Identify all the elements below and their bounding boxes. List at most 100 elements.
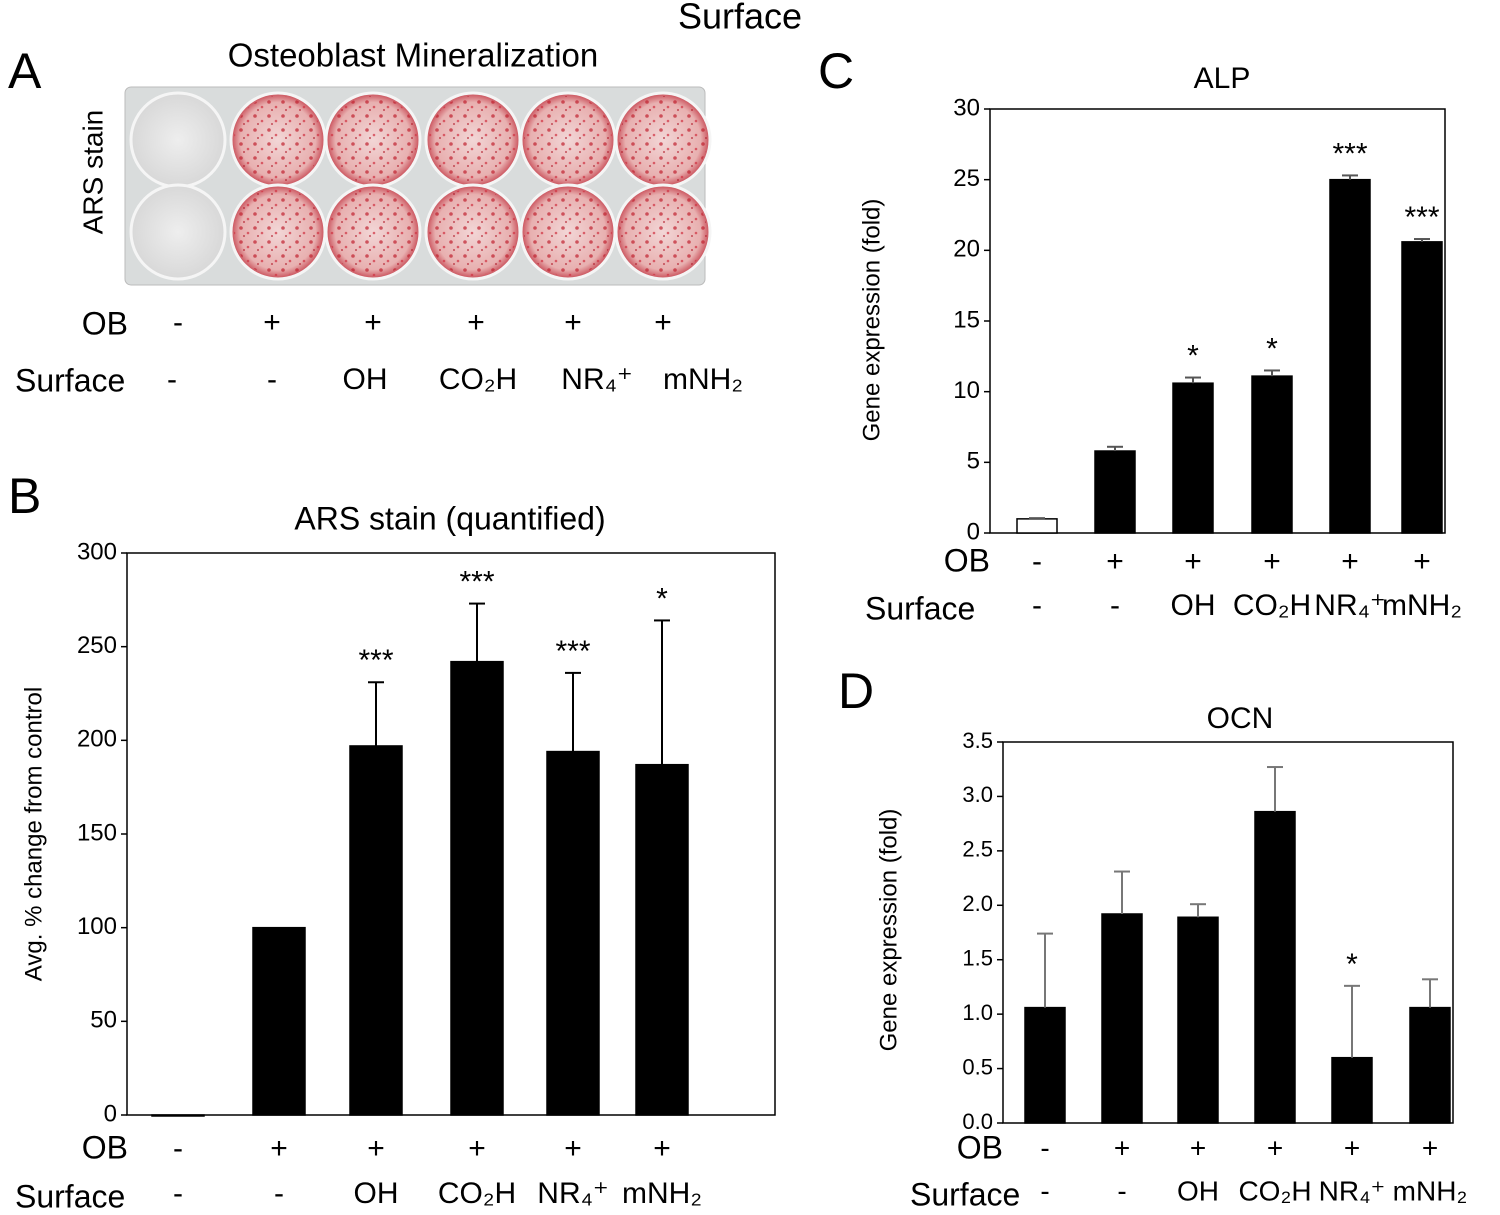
ob-label: + [1413, 545, 1431, 578]
significance: *** [555, 635, 590, 668]
surface-label: mNH₂ [1393, 1175, 1468, 1206]
well-stain [429, 188, 517, 276]
error-bar [1029, 517, 1045, 520]
bar [1254, 810, 1296, 1124]
surface-label: CO₂H [438, 1177, 516, 1210]
well-stain [234, 96, 322, 184]
y-tick-label: 50 [90, 1007, 117, 1034]
surface-label: mNH₂ [663, 363, 743, 396]
surface-label: - [267, 363, 277, 396]
surface-label: mNH₂ [1382, 589, 1462, 622]
error-bar [1190, 903, 1206, 918]
bar [1331, 1056, 1373, 1124]
bar [349, 745, 403, 1116]
y-tick-label: 25 [953, 165, 980, 192]
significance: *** [358, 644, 393, 677]
surface-label: CO₂H [1238, 1175, 1311, 1206]
row-label: Surface [865, 590, 975, 626]
ob-label: + [263, 306, 281, 339]
plot-frame [989, 108, 1446, 534]
error-bar [1267, 766, 1283, 812]
ob-label: + [468, 1132, 486, 1165]
surface-label: OH [354, 1177, 399, 1210]
y-tick-label: 5 [967, 448, 980, 475]
error-bar [1037, 932, 1053, 1008]
y-tick-label: 100 [77, 913, 117, 940]
surface-label: - [274, 1177, 284, 1210]
surface-label: OH [1177, 1175, 1219, 1206]
surface-label: NR₄⁺ [561, 363, 632, 396]
surface-label: - [173, 1177, 183, 1210]
row-label: OB [944, 542, 990, 578]
y-tick-label: 1.5 [962, 946, 993, 971]
y-label: ARS stain [77, 110, 108, 235]
significance: * [1346, 948, 1358, 981]
plot-frame [1002, 741, 1454, 1124]
chart-title: ARS stain (quantified) [294, 500, 605, 536]
bar [1101, 913, 1143, 1124]
error-bar [368, 681, 384, 746]
error-bar [1264, 369, 1280, 377]
ob-label: + [1422, 1132, 1438, 1163]
y-tick-label: 2.5 [962, 837, 993, 862]
error-bar [1342, 174, 1358, 180]
panel-title: Osteoblast Mineralization [228, 37, 599, 74]
y-tick-label: 20 [953, 236, 980, 263]
significance: *** [1332, 137, 1367, 170]
row-label: Surface [910, 1176, 1020, 1212]
ob-label: + [1106, 545, 1124, 578]
ob-label: + [1190, 1132, 1206, 1163]
error-bar [565, 671, 581, 752]
ob-label: + [367, 1132, 385, 1165]
well-stain [234, 188, 322, 276]
y-tick-label: 200 [77, 726, 117, 753]
error-bar [1185, 376, 1201, 384]
ob-label: - [173, 306, 183, 339]
figure-title: Surface [678, 0, 802, 37]
error-bar [654, 619, 670, 765]
ob-label: + [654, 306, 672, 339]
ob-label: + [364, 306, 382, 339]
row-label: OB [82, 1129, 128, 1165]
bar [1016, 518, 1058, 534]
ob-label: + [1267, 1132, 1283, 1163]
bar [151, 1114, 205, 1117]
bar [450, 660, 504, 1116]
significance: * [656, 582, 668, 615]
error-bar [1422, 978, 1438, 1008]
y-tick-label: 15 [953, 306, 980, 333]
ob-label: + [1341, 545, 1359, 578]
panel-letter: A [8, 43, 42, 99]
ob-label: + [1114, 1132, 1130, 1163]
y-tick-label: 0.5 [962, 1054, 993, 1079]
y-label: Gene expression (fold) [875, 809, 902, 1052]
ob-label: + [1344, 1132, 1360, 1163]
bar [1094, 450, 1136, 534]
bar [1409, 1006, 1451, 1124]
surface-label: - [1117, 1175, 1126, 1206]
y-tick-label: 2.0 [962, 891, 993, 916]
y-tick-label: 300 [77, 538, 117, 565]
ob-label: + [564, 306, 582, 339]
well-plate [124, 86, 712, 286]
ob-label: + [270, 1132, 288, 1165]
ob-label: - [173, 1132, 183, 1165]
bar [546, 750, 600, 1116]
row-label: Surface [15, 362, 125, 398]
y-tick-label: 0 [104, 1100, 117, 1127]
surface-label: NR₄⁺ [1319, 1175, 1386, 1206]
y-tick-label: 150 [77, 819, 117, 846]
bar [1172, 382, 1214, 534]
bar [252, 926, 306, 1116]
y-label: Avg. % change from control [20, 687, 47, 981]
surface-label: CO₂H [1233, 589, 1311, 622]
error-bar [469, 602, 485, 662]
y-tick-label: 0 [967, 518, 980, 545]
well-stain [619, 188, 707, 276]
significance: *** [1404, 201, 1439, 234]
surface-label: NR₄⁺ [537, 1177, 608, 1210]
surface-label: OH [1171, 589, 1216, 622]
y-tick-label: 30 [953, 94, 980, 121]
error-bar [1107, 445, 1123, 452]
